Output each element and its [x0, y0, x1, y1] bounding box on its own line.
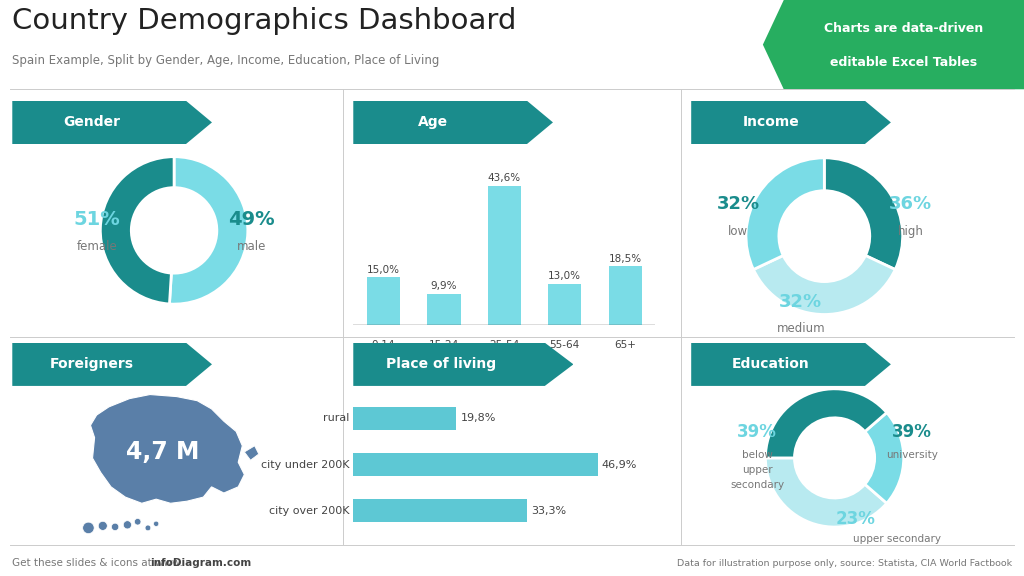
Polygon shape — [90, 395, 245, 503]
Text: 15-24: 15-24 — [429, 340, 459, 350]
Text: male: male — [237, 240, 266, 253]
Text: city over 200K: city over 200K — [268, 506, 349, 516]
Text: 32%: 32% — [779, 293, 822, 310]
Circle shape — [123, 521, 131, 529]
Polygon shape — [12, 343, 212, 386]
Polygon shape — [353, 343, 573, 386]
Text: city under 200K: city under 200K — [261, 460, 349, 469]
Wedge shape — [100, 157, 174, 304]
Text: 33,3%: 33,3% — [530, 506, 566, 516]
Text: Education: Education — [732, 357, 810, 372]
Text: medium: medium — [776, 322, 825, 335]
Text: 9,9%: 9,9% — [431, 281, 457, 291]
Text: infoDiagram.com: infoDiagram.com — [150, 558, 251, 569]
Circle shape — [154, 521, 159, 526]
Text: rural: rural — [323, 414, 349, 423]
Text: Place of living: Place of living — [386, 357, 497, 372]
Bar — [548, 284, 582, 325]
Bar — [353, 407, 457, 430]
Text: 13,0%: 13,0% — [548, 271, 582, 281]
Bar — [608, 266, 642, 325]
Text: Get these slides & icons at www.: Get these slides & icons at www. — [12, 558, 183, 569]
Wedge shape — [746, 158, 824, 270]
Bar — [353, 453, 598, 476]
Text: 65+: 65+ — [614, 340, 636, 350]
Text: 43,6%: 43,6% — [487, 173, 521, 183]
Text: low: low — [728, 225, 749, 237]
Polygon shape — [691, 101, 891, 144]
Wedge shape — [754, 256, 895, 314]
Circle shape — [134, 518, 141, 525]
Text: 18,5%: 18,5% — [608, 253, 642, 264]
Bar — [427, 294, 461, 325]
Text: 51%: 51% — [74, 210, 120, 229]
Text: Gender: Gender — [63, 115, 121, 130]
Text: 23%: 23% — [836, 510, 876, 528]
Text: 4,7 M: 4,7 M — [126, 440, 199, 464]
Text: 0-14: 0-14 — [372, 340, 395, 350]
Text: 39%: 39% — [737, 423, 777, 441]
Polygon shape — [353, 101, 553, 144]
Text: 39%: 39% — [892, 423, 932, 441]
Wedge shape — [169, 157, 248, 304]
Text: 25-54: 25-54 — [489, 340, 519, 350]
Polygon shape — [763, 0, 1024, 89]
Polygon shape — [691, 343, 891, 386]
Text: Foreigners: Foreigners — [50, 357, 134, 372]
Text: Age: Age — [418, 115, 449, 130]
Text: 36%: 36% — [889, 195, 932, 213]
Text: female: female — [77, 240, 117, 253]
Text: 55-64: 55-64 — [550, 340, 580, 350]
Bar — [367, 278, 400, 325]
Wedge shape — [865, 412, 904, 503]
Text: Data for illustration purpose only, source: Statista, CIA World Factbook: Data for illustration purpose only, sour… — [677, 559, 1012, 568]
Circle shape — [98, 521, 108, 530]
Text: Income: Income — [742, 115, 800, 130]
Text: 46,9%: 46,9% — [602, 460, 637, 469]
Bar — [487, 186, 521, 325]
Wedge shape — [766, 389, 887, 458]
Text: upper: upper — [741, 465, 772, 475]
Polygon shape — [245, 446, 259, 460]
Text: Spain Example, Split by Gender, Age, Income, Education, Place of Living: Spain Example, Split by Gender, Age, Inc… — [12, 54, 439, 67]
Bar — [353, 499, 526, 522]
Text: 32%: 32% — [717, 195, 760, 213]
Text: secondary: secondary — [730, 480, 784, 490]
Wedge shape — [824, 158, 902, 270]
Text: 15,0%: 15,0% — [367, 265, 400, 275]
Wedge shape — [766, 458, 887, 527]
Text: upper secondary: upper secondary — [853, 535, 941, 544]
Text: high: high — [898, 225, 924, 237]
Text: Country Demographics Dashboard: Country Demographics Dashboard — [12, 7, 517, 35]
Text: 19,8%: 19,8% — [461, 414, 496, 423]
Text: Charts are data-driven: Charts are data-driven — [824, 22, 983, 35]
Polygon shape — [12, 101, 212, 144]
Circle shape — [145, 525, 151, 530]
Text: editable Excel Tables: editable Excel Tables — [830, 56, 978, 69]
Text: below: below — [741, 450, 772, 460]
Circle shape — [83, 522, 94, 533]
Circle shape — [112, 523, 119, 530]
Text: university: university — [886, 450, 938, 460]
Text: 49%: 49% — [228, 210, 274, 229]
